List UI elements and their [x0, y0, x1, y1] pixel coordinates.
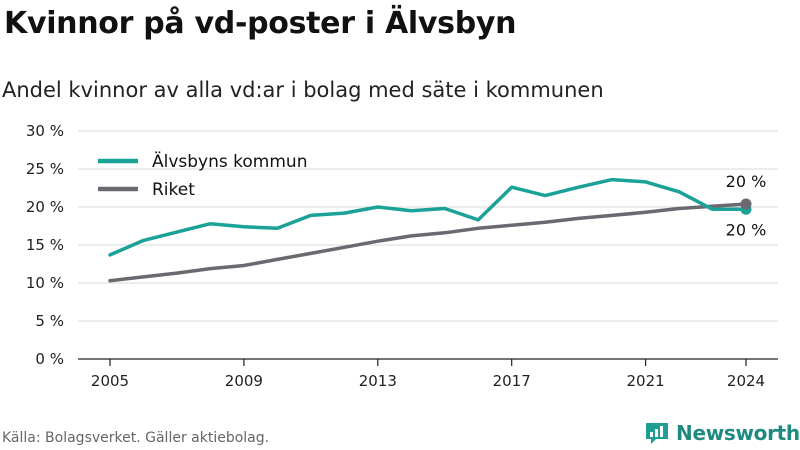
series-line-riket: [108, 202, 748, 283]
chart-subtitle: Andel kvinnor av alla vd:ar i bolag med …: [2, 78, 604, 102]
x-tick-label: 2013: [359, 372, 397, 390]
y-tick-label: 0 %: [35, 350, 64, 368]
x-tick-label: 2009: [225, 372, 263, 390]
chart-title: Kvinnor på vd-poster i Älvsbyn: [4, 6, 517, 41]
y-tick-label: 25 %: [26, 160, 64, 178]
y-tick-label: 15 %: [26, 236, 64, 254]
series-line-alvsbyn: [108, 177, 748, 257]
line-chart: 0 % 5 % 10 % 15 % 20 % 25 % 30 % 2005 2009 2013 20…: [26, 122, 778, 390]
y-tick-label: 20 %: [26, 198, 64, 216]
end-label-riket: 20 %: [726, 172, 767, 191]
source-note: Källa: Bolagsverket. Gäller aktiebolag.: [2, 430, 270, 446]
bar-chart-logo-icon: [646, 423, 668, 444]
x-tick-label: 2005: [91, 372, 129, 390]
x-tick-label: 2017: [493, 372, 531, 390]
y-tick-label: 30 %: [26, 122, 64, 140]
end-point-riket: [740, 198, 752, 210]
x-tick-label: 2021: [626, 372, 664, 390]
x-tick-label: 2024: [727, 372, 765, 390]
brand-name: Newsworthy: [676, 421, 800, 445]
y-tick-label: 10 %: [26, 274, 64, 292]
y-tick-label: 5 %: [35, 312, 64, 330]
end-label-alvsbyn: 20 %: [726, 220, 767, 239]
legend-label: Riket: [152, 180, 195, 200]
newsworthy-brand[interactable]: Newsworthy: [644, 421, 800, 445]
legend-label: Älvsbyns kommun: [152, 151, 307, 172]
